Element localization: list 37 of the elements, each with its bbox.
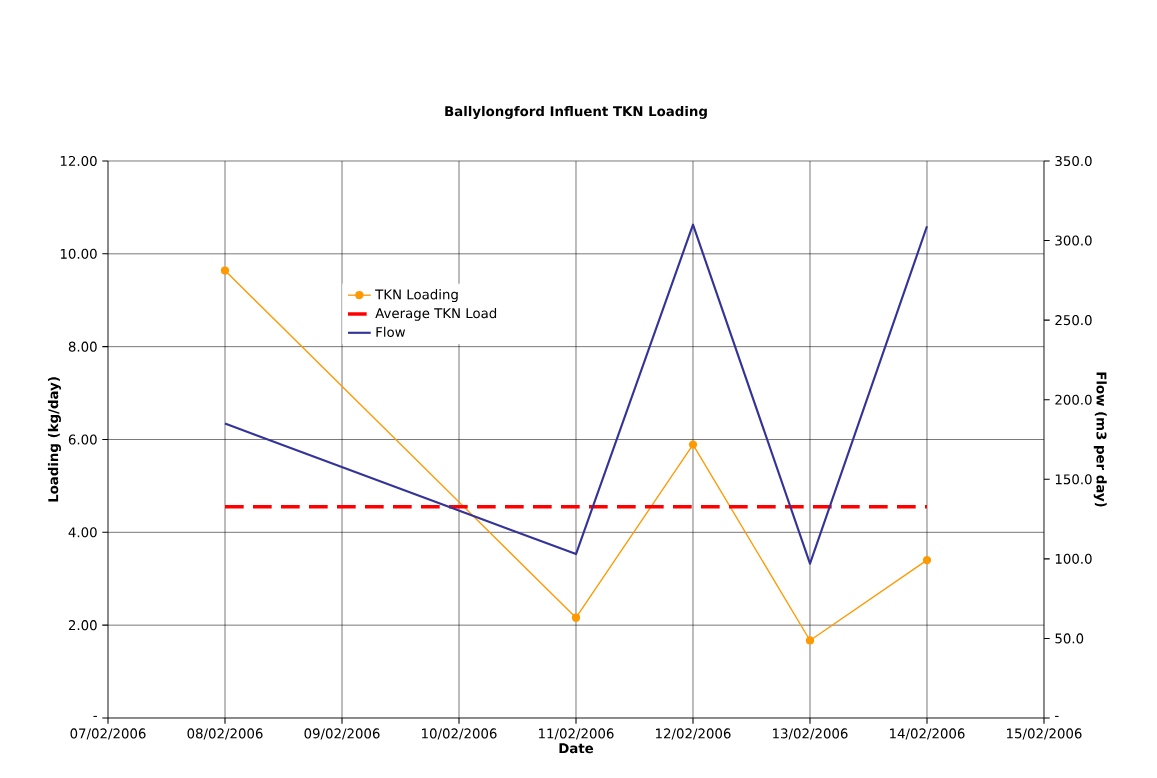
y-tick-label: 6.00 <box>68 434 97 445</box>
line-series <box>223 223 929 565</box>
y-axis-title: Loading (kg/day) <box>47 377 61 502</box>
x-tick-label: 13/02/2006 <box>773 728 848 740</box>
x-tick-label: 08/02/2006 <box>187 728 263 740</box>
point <box>571 613 581 622</box>
y2-tick-label: - <box>1055 715 1059 717</box>
chart-title: Ballylongford Influent TKN Loading <box>445 105 707 119</box>
y-tick-label: 10.00 <box>60 248 97 259</box>
y2-tick-label: 350.0 <box>1055 155 1092 167</box>
legend-label: Flow <box>376 326 406 338</box>
y2-tick-label: 50.0 <box>1055 633 1084 644</box>
point <box>922 556 932 565</box>
y2-tick-label: 250.0 <box>1055 315 1092 326</box>
y2-tick-label: 200.0 <box>1055 394 1092 405</box>
y-tick-label: - <box>93 715 97 717</box>
y2-tick-label: 300.0 <box>1055 235 1092 246</box>
legend-label: Average TKN Load <box>375 307 497 321</box>
x-tick-label: 15/02/2006 <box>1007 728 1082 740</box>
x-tick-label: 07/02/2006 <box>70 728 146 740</box>
x-tick-label: 12/02/2006 <box>656 728 731 740</box>
point <box>805 636 815 645</box>
point <box>688 440 698 449</box>
y-tick-label: 12.00 <box>60 155 97 167</box>
y2-tick-label: 100.0 <box>1055 553 1092 564</box>
x-tick-label: 11/02/2006 <box>539 728 614 740</box>
x-tick-label: 10/02/2006 <box>422 728 497 740</box>
x-axis-title: Date <box>559 743 594 754</box>
y-tick-label: 8.00 <box>68 341 97 352</box>
point <box>220 266 230 275</box>
y2-axis-title: Flow (m3 per day) <box>1093 372 1107 507</box>
y2-tick-label: 150.0 <box>1055 474 1092 485</box>
y-tick-label: 4.00 <box>68 527 97 538</box>
y-tick-label: 2.00 <box>68 620 97 631</box>
legend-label: TKN Loading <box>375 289 458 303</box>
x-tick-label: 14/02/2006 <box>890 728 965 740</box>
x-tick-label: 09/02/2006 <box>304 728 380 740</box>
